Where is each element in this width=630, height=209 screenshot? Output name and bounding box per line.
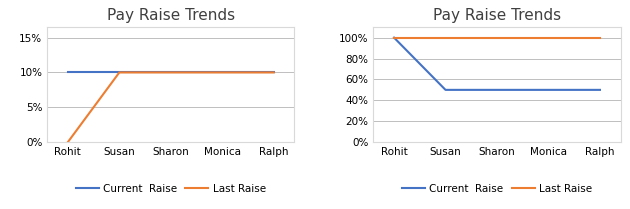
Line: Last Raise: Last Raise [68, 73, 274, 142]
Legend: Current  Raise, Last Raise: Current Raise, Last Raise [72, 180, 270, 198]
Last Raise [596, 36, 604, 39]
Last Raise [167, 71, 175, 74]
Current  Raise [219, 71, 226, 74]
Last Raise [64, 141, 72, 143]
Current  Raise [493, 89, 501, 91]
Last Raise [219, 71, 226, 74]
Current  Raise [270, 71, 278, 74]
Last Raise [442, 36, 449, 39]
Current  Raise [442, 89, 449, 91]
Last Raise [270, 71, 278, 74]
Last Raise [493, 36, 501, 39]
Legend: Current  Raise, Last Raise: Current Raise, Last Raise [398, 180, 596, 198]
Title: Pay Raise Trends: Pay Raise Trends [433, 8, 561, 23]
Last Raise [115, 71, 123, 74]
Current  Raise [167, 71, 175, 74]
Current  Raise [64, 71, 72, 74]
Line: Current  Raise: Current Raise [394, 38, 600, 90]
Last Raise [545, 36, 553, 39]
Title: Pay Raise Trends: Pay Raise Trends [106, 8, 235, 23]
Current  Raise [115, 71, 123, 74]
Last Raise [390, 36, 398, 39]
Current  Raise [596, 89, 604, 91]
Current  Raise [390, 36, 398, 39]
Current  Raise [545, 89, 553, 91]
